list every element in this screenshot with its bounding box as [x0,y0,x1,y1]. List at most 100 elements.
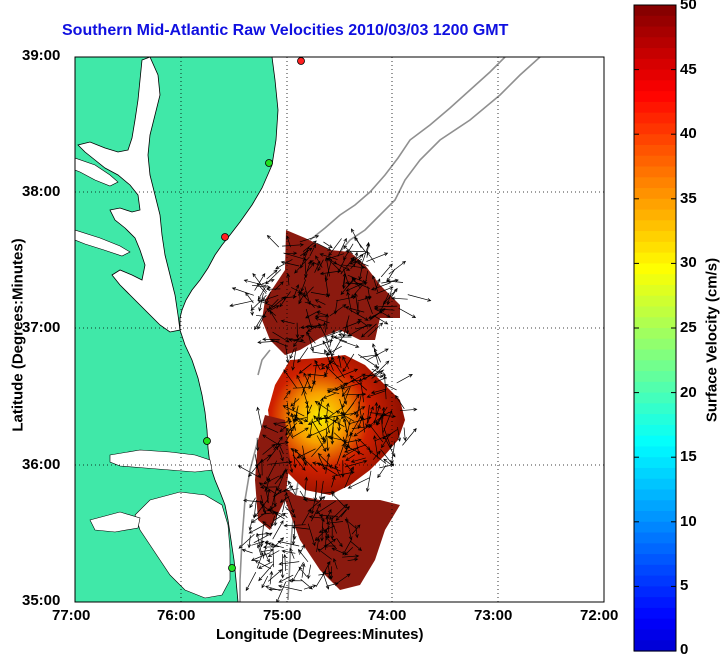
velocity-arrow [368,311,383,319]
velocity-arrow [283,523,306,528]
velocity-arrow [317,397,324,418]
velocity-arrow [306,564,312,580]
colorbar-segment [634,521,676,534]
velocity-arrow [312,363,326,367]
velocity-arrow [307,331,315,352]
sound-inlet [89,511,141,533]
velocity-arrow [358,401,364,421]
velocity-arrow [403,427,407,442]
velocity-arrow [253,532,273,544]
velocity-arrow [311,420,325,441]
grid [75,57,604,602]
velocity-arrow [296,448,316,459]
velocity-arrow [286,272,291,286]
colorbar-segment [634,554,676,566]
velocity-arrow [349,415,362,436]
velocity-arrow [336,538,343,548]
colorbar-segment [634,134,676,146]
velocity-arrow [362,369,385,380]
velocity-arrow [274,281,284,291]
velocity-arrow [402,427,417,446]
xtick-label: 76:00 [157,607,196,624]
velocity-arrow [254,560,272,570]
colorbar-segment [634,586,676,598]
velocity-arrow [316,537,321,552]
velocity-arrow [267,550,280,557]
velocity-arrow [332,557,338,570]
velocity-arrow [301,372,311,396]
colorbar-segment [634,177,676,189]
velocity-arrow [268,298,279,310]
velocity-arrow [360,243,370,266]
river-rappahannock [75,229,131,257]
colorbar-segment [634,446,676,458]
river-west [75,157,119,187]
velocity-arrow [251,540,265,546]
velocity-arrow [251,284,271,289]
velocity-arrow [289,547,295,559]
velocity-arrow [306,428,327,438]
velocity-arrow [284,251,298,256]
velocity-arrow [255,532,262,554]
velocity-arrow [327,561,332,580]
velocity-arrow [322,321,327,333]
velocity-arrow [321,526,330,539]
velocity-arrow [328,238,342,257]
velocity-arrow [382,429,398,440]
velocity-arrow [314,299,326,305]
velocity-arrow [373,315,389,325]
velocity-arrow [271,542,275,568]
velocity-arrow [300,249,309,269]
velocity-arrow [372,450,381,460]
velocity-arrow [312,351,331,357]
colorbar-segment [634,478,676,491]
velocity-arrow [341,447,359,458]
velocity-arrow [376,286,394,294]
velocity-arrow [305,308,313,329]
velocity-arrow [342,417,349,438]
velocity-arrow [282,405,305,417]
colorbar-segment [634,241,676,254]
velocity-arrow [365,295,373,315]
velocity-arrow [340,256,355,275]
velocity-arrow [317,548,332,560]
velocity-arrow [303,286,314,298]
velocity-arrow [350,540,363,552]
velocity-arrow [339,399,346,417]
velocity-arrow [258,563,274,582]
colorbar-segment [634,414,676,426]
velocity-arrow [254,314,264,331]
velocity-arrow [351,424,372,429]
colorbar-tick-label: 20 [680,383,697,401]
station-marker-4 [203,437,211,445]
colorbar-tick-label: 40 [680,125,697,143]
velocity-arrow [255,454,272,467]
x-axis-label: Longitude (Degrees:Minutes) [216,626,424,643]
velocity-arrow [298,544,305,555]
velocity-arrow [323,241,333,249]
velocity-arrow [262,475,280,485]
velocity-arrow [295,322,300,339]
colorbar-segment [634,69,676,81]
velocity-arrow [348,393,360,411]
velocity-arrow [270,296,287,310]
velocity-arrow [355,439,361,456]
plot-frame [74,56,605,603]
colorbar-segment [634,112,676,125]
velocity-arrow [382,288,398,305]
colorbar-segment [634,467,676,480]
velocity-arrow [399,407,418,412]
colorbar-segment [634,198,676,211]
velocity-arrow [302,445,308,467]
velocity-arrow [273,436,283,451]
velocity-arrow [407,294,432,302]
colorbar-segment [634,607,676,620]
velocity-arrow [257,561,273,569]
velocity-arrow [269,310,278,323]
velocity-arrow [299,490,307,502]
colorbar-segment [634,155,676,168]
velocity-arrow [269,570,274,585]
velocity-arrow [353,251,359,268]
velocity-arrow [398,307,417,318]
velocity-arrow [320,519,324,542]
